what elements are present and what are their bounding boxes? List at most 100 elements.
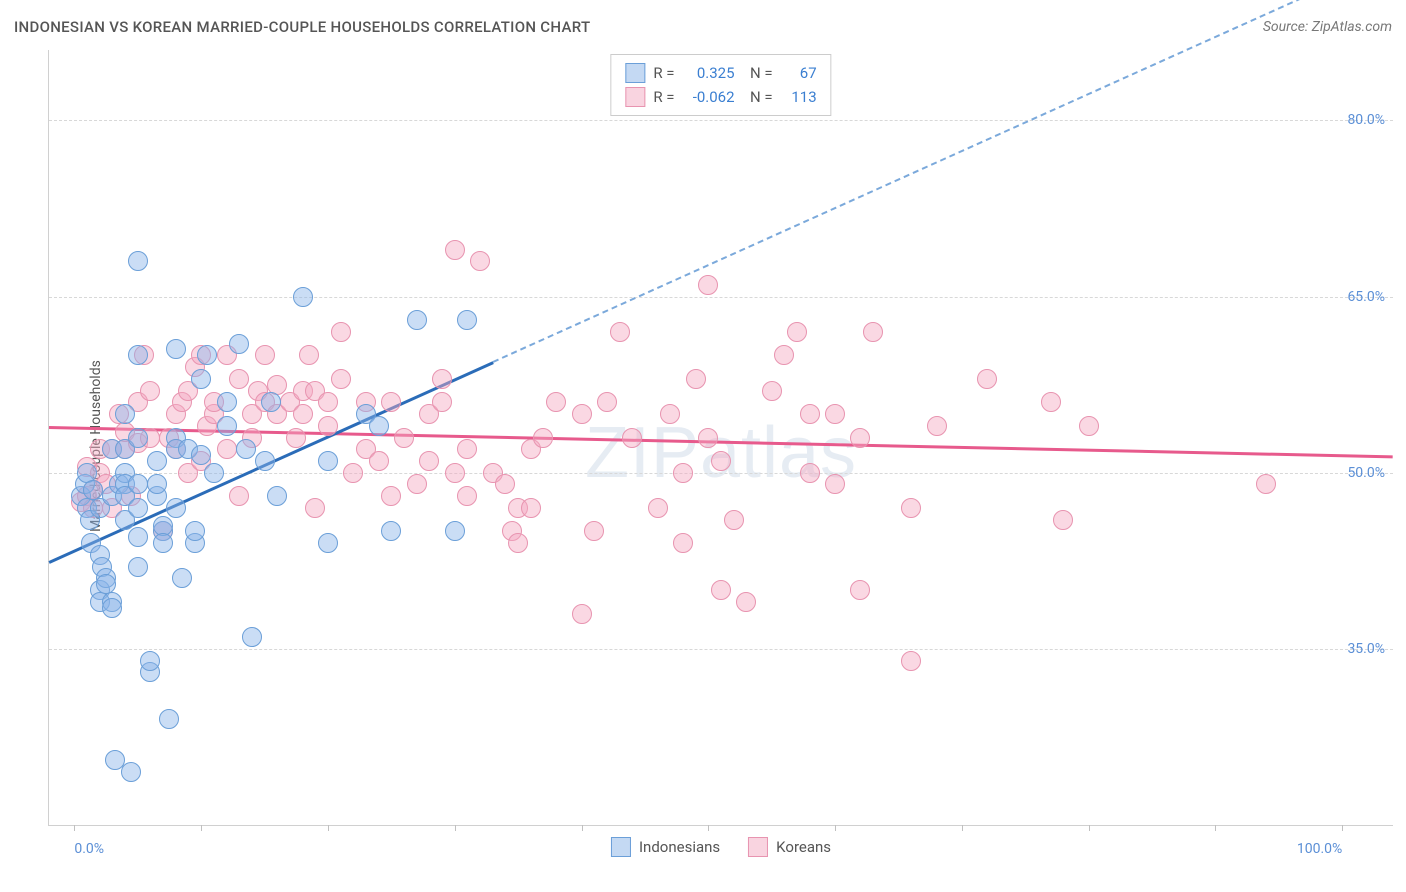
data-point [508, 533, 528, 553]
data-point [648, 498, 668, 518]
data-point [191, 445, 211, 465]
data-point [242, 627, 262, 647]
data-point [572, 404, 592, 424]
data-point [197, 345, 217, 365]
data-point [153, 533, 173, 553]
data-point [445, 240, 465, 260]
swatch-blue [611, 837, 631, 857]
data-point [457, 310, 477, 330]
data-point [1053, 510, 1073, 530]
data-point [217, 416, 237, 436]
data-point [572, 604, 592, 624]
data-point [369, 416, 389, 436]
data-point [217, 392, 237, 412]
x-tick [328, 825, 329, 831]
data-point [128, 527, 148, 547]
data-point [457, 486, 477, 506]
stat-n-label: N = [743, 85, 773, 109]
data-point [318, 392, 338, 412]
chart-header: INDONESIAN VS KOREAN MARRIED-COUPLE HOUS… [14, 18, 1392, 36]
data-point [597, 392, 617, 412]
data-point [546, 392, 566, 412]
data-point [267, 486, 287, 506]
data-point [381, 392, 401, 412]
data-point [381, 486, 401, 506]
data-point [698, 428, 718, 448]
data-point [394, 428, 414, 448]
data-point [419, 451, 439, 471]
x-tick [708, 825, 709, 831]
data-point [185, 521, 205, 541]
stat-r-label: R = [653, 85, 674, 109]
data-point [255, 451, 275, 471]
data-point [331, 322, 351, 342]
data-point [800, 463, 820, 483]
data-point [286, 428, 306, 448]
data-point [236, 439, 256, 459]
data-point [787, 322, 807, 342]
data-point [1256, 474, 1276, 494]
data-point [622, 428, 642, 448]
data-point [445, 521, 465, 541]
data-point [166, 498, 186, 518]
data-point [660, 404, 680, 424]
legend-label: Koreans [776, 838, 831, 856]
stat-n-label: N = [743, 61, 773, 85]
data-point [901, 651, 921, 671]
data-point [128, 345, 148, 365]
y-tick-label: 65.0% [1347, 289, 1385, 305]
data-point [128, 251, 148, 271]
data-point [863, 322, 883, 342]
data-point [121, 762, 141, 782]
x-tick [962, 825, 963, 831]
data-point [166, 339, 186, 359]
chart-source: Source: ZipAtlas.com [1263, 19, 1392, 35]
data-point [825, 404, 845, 424]
swatch-pink [625, 87, 645, 107]
stat-r-pink: -0.062 [683, 85, 735, 109]
chart-container: INDONESIAN VS KOREAN MARRIED-COUPLE HOUS… [0, 0, 1406, 892]
data-point [128, 498, 148, 518]
data-point [318, 533, 338, 553]
data-point [147, 474, 167, 494]
data-point [128, 557, 148, 577]
data-point [261, 392, 281, 412]
stats-box: R = 0.325 N = 67 R = -0.062 N = 113 [610, 54, 831, 116]
data-point [825, 474, 845, 494]
data-point [369, 451, 389, 471]
stat-n-pink: 113 [781, 85, 817, 109]
data-point [172, 568, 192, 588]
data-point [159, 709, 179, 729]
data-point [140, 651, 160, 671]
data-point [711, 580, 731, 600]
stat-r-blue: 0.325 [683, 61, 735, 85]
data-point [343, 463, 363, 483]
swatch-pink [748, 837, 768, 857]
stat-n-blue: 67 [781, 61, 817, 85]
data-point [495, 474, 515, 494]
legend-label: Indonesians [639, 838, 720, 856]
stats-row-blue: R = 0.325 N = 67 [625, 61, 816, 85]
data-point [255, 345, 275, 365]
data-point [299, 345, 319, 365]
data-point [331, 369, 351, 389]
data-point [229, 486, 249, 506]
data-point [762, 381, 782, 401]
data-point [533, 428, 553, 448]
chart-title: INDONESIAN VS KOREAN MARRIED-COUPLE HOUS… [14, 18, 590, 36]
data-point [229, 369, 249, 389]
bottom-legend: Indonesians Koreans [611, 837, 831, 857]
data-point [1041, 392, 1061, 412]
data-point [217, 439, 237, 459]
data-point [800, 404, 820, 424]
data-point [686, 369, 706, 389]
x-tick [455, 825, 456, 831]
data-point [850, 580, 870, 600]
data-point [774, 345, 794, 365]
data-point [927, 416, 947, 436]
x-tick-label: 0.0% [74, 841, 104, 857]
data-point [432, 369, 452, 389]
data-point [318, 451, 338, 471]
x-tick [582, 825, 583, 831]
data-point [293, 404, 313, 424]
